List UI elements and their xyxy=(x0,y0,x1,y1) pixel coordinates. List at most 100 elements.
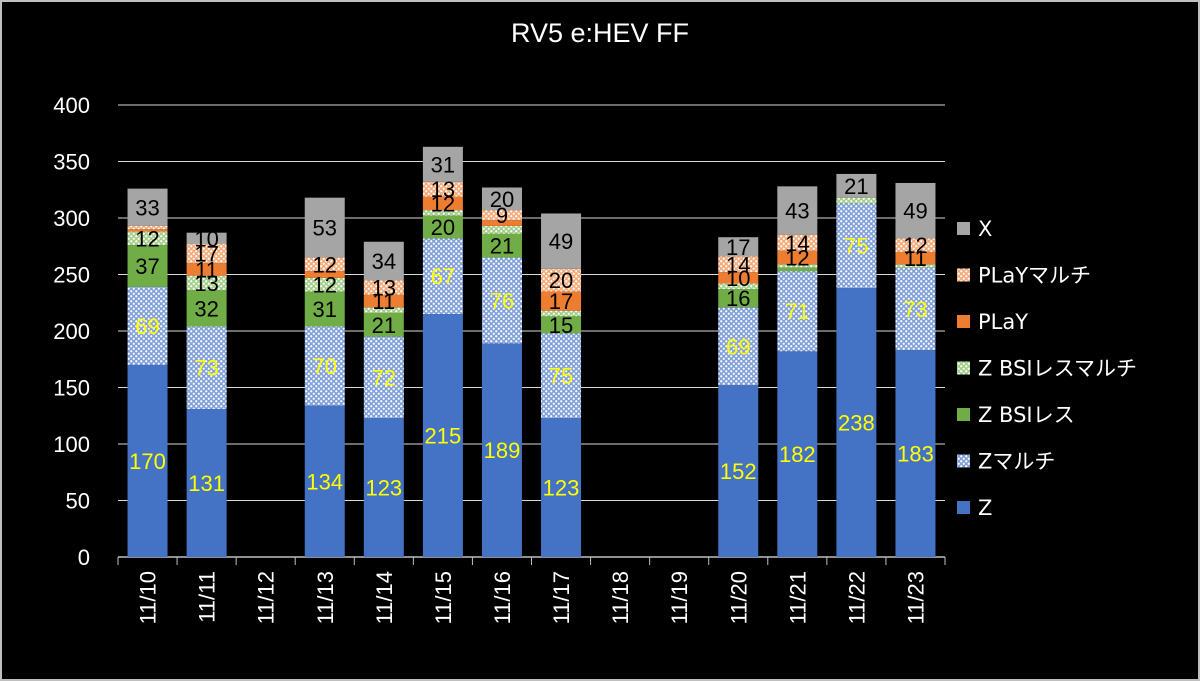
x-tick-label-11-23: 11/23 xyxy=(903,571,928,624)
data-label-z-11-17: 75 xyxy=(549,364,573,389)
data-label-z-11-23: 183 xyxy=(897,442,934,467)
legend-label-play: PLaY xyxy=(978,310,1028,334)
data-label-x-11-20: 17 xyxy=(726,235,750,260)
data-label-z-11-23: 73 xyxy=(903,297,927,322)
data-label-play-11-15: 13 xyxy=(431,177,455,202)
data-label-play-11-14: 11 xyxy=(372,289,395,314)
x-tick-label-11-12: 11/12 xyxy=(254,571,279,624)
data-label-play-11-20: 10 xyxy=(726,266,750,291)
bar-z-bsi-11-10 xyxy=(127,245,168,287)
data-label-z-11-21: 71 xyxy=(785,299,809,324)
x-tick-label-11-11: 11/11 xyxy=(195,571,220,623)
data-label-play-11-15: 12 xyxy=(431,191,455,216)
legend-label-play: PLaYマルチ xyxy=(978,264,1091,288)
legend-swatch-z xyxy=(957,454,970,468)
data-label-z-bsi-11-14: 21 xyxy=(372,313,396,338)
x-tick-label-11-18: 11/18 xyxy=(608,571,633,624)
data-label-x-11-17: 49 xyxy=(549,229,573,254)
data-label-z-11-14: 123 xyxy=(365,476,402,501)
data-label-x-11-23: 49 xyxy=(903,199,927,224)
data-label-z-bsi-11-10: 37 xyxy=(135,254,159,279)
data-label-z-11-15: 215 xyxy=(425,424,462,449)
bar-z-11-17 xyxy=(541,333,582,419)
bar-x-11-10 xyxy=(127,188,168,226)
data-label-z-11-20: 69 xyxy=(726,334,750,359)
y-tick-label-400: 400 xyxy=(53,93,90,118)
data-label-z-bsi-11-20: 16 xyxy=(726,286,750,311)
bar-z-11-16 xyxy=(481,257,522,344)
data-label-play-11-21: 14 xyxy=(785,231,809,256)
bar-z-bsi-11-14 xyxy=(363,312,404,337)
data-label-x-11-21: 43 xyxy=(785,199,809,224)
bar-z-bsi-11-17 xyxy=(541,316,582,334)
legend-label-z-bsi: Z BSIレス xyxy=(978,403,1075,427)
data-label-x-11-13: 53 xyxy=(313,216,337,241)
bar-play-11-13 xyxy=(304,257,345,272)
legend: X PLaYマルチ PLaY Z BSIレスマルチ Z BSIレス Zマルチ Z xyxy=(957,217,1137,520)
bar-z-bsi-11-14 xyxy=(363,307,404,313)
data-label-z-11-14: 72 xyxy=(372,365,396,390)
bar-z-11-20 xyxy=(718,385,759,557)
legend-label-z-bsi: Z BSIレスマルチ xyxy=(978,357,1137,381)
data-label-z-bsi-11-10: 12 xyxy=(135,226,159,251)
bar-x-11-17 xyxy=(541,213,582,269)
bar-z-11-21 xyxy=(777,351,818,557)
bar-z-11-16 xyxy=(481,343,522,557)
bar-z-bsi-11-17 xyxy=(541,310,582,317)
bar-z-11-13 xyxy=(304,326,345,406)
legend-label-x: X xyxy=(978,217,992,241)
bar-x-11-20 xyxy=(718,237,759,257)
y-tick-label-50: 50 xyxy=(66,489,90,514)
bar-play-11-11 xyxy=(186,243,227,264)
bar-play-11-14 xyxy=(363,294,404,308)
bar-z-11-21 xyxy=(777,271,818,352)
bar-z-11-17 xyxy=(541,418,582,557)
bar-z-11-15 xyxy=(422,314,463,557)
data-label-z-bsi-11-16: 21 xyxy=(490,234,514,259)
data-label-play-11-11: 17 xyxy=(194,242,218,267)
bar-x-11-16 xyxy=(481,187,522,211)
data-label-z-11-22: 75 xyxy=(844,234,868,259)
x-tick-label-11-16: 11/16 xyxy=(490,571,515,624)
y-tick-label-300: 300 xyxy=(53,206,90,231)
x-tick-label-11-13: 11/13 xyxy=(313,571,338,624)
data-label-play-11-17: 20 xyxy=(549,268,573,293)
data-label-play-11-13: 12 xyxy=(313,252,337,277)
x-axis: 11/10 11/11 11/12 11/13 11/14 11/15 11/16 11/17… xyxy=(117,557,946,624)
data-label-play-11-11: 11 xyxy=(195,257,218,282)
x-tick-label-11-20: 11/20 xyxy=(726,571,751,624)
data-label-x-11-22: 21 xyxy=(844,174,868,199)
data-label-z-11-21: 182 xyxy=(779,442,816,467)
bar-z-bsi-11-21 xyxy=(777,267,818,272)
bar-z-11-10 xyxy=(127,286,168,365)
y-axis: 0 50 100 150 200 250 300 350 400 xyxy=(53,93,90,570)
data-labels: 1706937123313173321311171013470311212531… xyxy=(129,152,934,500)
data-label-z-11-10: 170 xyxy=(129,449,166,474)
data-label-z-11-10: 69 xyxy=(135,314,159,339)
bar-play-11-17 xyxy=(541,291,582,311)
bar-x-11-13 xyxy=(304,197,345,258)
bar-z-bsi-11-11 xyxy=(186,275,227,291)
data-label-z-11-15: 67 xyxy=(431,264,455,289)
y-tick-label-250: 250 xyxy=(53,263,90,288)
data-label-play-11-16: 9 xyxy=(496,203,508,228)
data-label-z-bsi-11-11: 32 xyxy=(194,296,218,321)
legend-swatch-z xyxy=(957,501,970,514)
data-label-z-11-20: 152 xyxy=(720,459,757,484)
bar-play-11-20 xyxy=(718,272,759,284)
data-label-z-11-22: 238 xyxy=(838,411,875,436)
x-tick-label-11-22: 11/22 xyxy=(844,571,869,624)
data-label-z-11-13: 70 xyxy=(313,354,337,379)
data-label-z-11-11: 73 xyxy=(194,356,218,381)
bar-z-11-23 xyxy=(895,350,936,557)
data-label-play-11-21: 12 xyxy=(785,246,809,271)
legend-swatch-z-bsi xyxy=(957,361,970,375)
bar-play-11-20 xyxy=(718,256,759,273)
data-label-z-11-17: 123 xyxy=(543,476,580,501)
x-tick-label-11-19: 11/19 xyxy=(667,571,692,624)
data-label-x-11-15: 31 xyxy=(431,152,455,177)
data-label-x-11-16: 20 xyxy=(490,187,514,212)
data-label-z-bsi-11-13: 12 xyxy=(313,273,337,298)
x-tick-label-11-21: 11/21 xyxy=(785,571,810,624)
